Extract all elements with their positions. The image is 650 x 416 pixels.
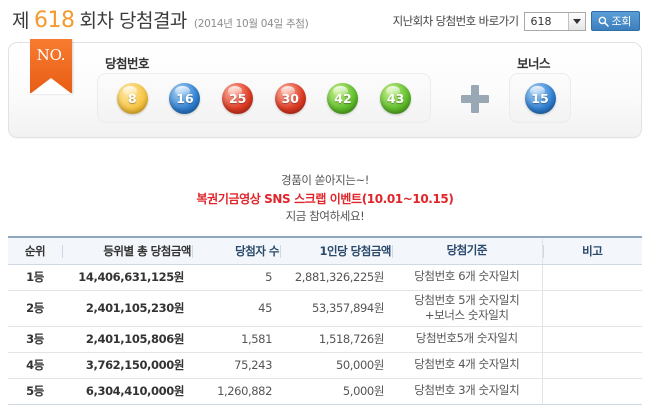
lottery-ball: 42 bbox=[327, 82, 359, 114]
column-header-each: 1인당 당첨금액 bbox=[280, 236, 392, 265]
column-header-note: 비고 bbox=[541, 236, 642, 265]
cell-each: 2,881,326,225원 bbox=[280, 264, 392, 291]
prize-table-body: 1등 14,406,631,125원 5 2,881,326,225원 당첨번호… bbox=[8, 264, 642, 405]
promo-line-3: 지금 참여하세요! bbox=[285, 209, 365, 224]
page-title: 제 618 회차 당첨결과 (2014년 10월 04일 추첨) bbox=[8, 6, 309, 33]
cell-rank: 5등 bbox=[8, 378, 62, 405]
page-header: 제 618 회차 당첨결과 (2014년 10월 04일 추첨) 지난회차 당첨… bbox=[0, 0, 650, 38]
table-row: 4등 3,762,150,000원 75,243 50,000원 당첨번호 4개… bbox=[8, 352, 642, 379]
table-row: 5등 6,304,410,000원 1,260,882 5,000원 당첨번호 … bbox=[8, 378, 642, 405]
winning-number-list: 8 16 25 30 42 43 bbox=[97, 73, 431, 123]
cell-each: 53,357,894원 bbox=[280, 290, 392, 327]
title-prefix: 제 bbox=[12, 10, 29, 32]
promo-line-2[interactable]: 복권기금영상 SNS 스크랩 이벤트(10.01~10.15) bbox=[196, 191, 454, 206]
title-suffix: 회차 당첨결과 bbox=[79, 10, 187, 32]
cell-winners: 1,581 bbox=[192, 326, 280, 353]
lottery-ball: 16 bbox=[169, 82, 201, 114]
cell-note bbox=[541, 378, 642, 405]
table-row: 1등 14,406,631,125원 5 2,881,326,225원 당첨번호… bbox=[8, 264, 642, 291]
bonus-lottery-ball: 15 bbox=[524, 82, 556, 114]
round-number: 618 bbox=[33, 8, 75, 33]
cell-total: 2,401,105,806원 bbox=[62, 326, 192, 353]
cell-note bbox=[541, 264, 642, 291]
column-header-rank: 순위 bbox=[8, 236, 62, 265]
round-select[interactable]: 618 bbox=[523, 11, 586, 31]
round-select-wrapper[interactable]: 618 bbox=[523, 11, 586, 31]
cell-total: 2,401,105,230원 bbox=[62, 290, 192, 327]
round-nav-label: 지난회차 당첨번호 바로가기 bbox=[392, 14, 519, 28]
round-navigation: 지난회차 당첨번호 바로가기 618 조회 bbox=[393, 6, 642, 31]
table-row: 3등 2,401,105,806원 1,581 1,518,726원 당첨번호5… bbox=[8, 326, 642, 353]
cell-note bbox=[541, 326, 642, 353]
no-ribbon-icon: NO. bbox=[30, 39, 72, 94]
cell-criteria: 당첨번호5개 숫자일치 bbox=[392, 326, 542, 353]
lottery-ball: 25 bbox=[222, 82, 254, 114]
prize-table-wrapper: 순위 등위별 총 당첨금액 당첨자 수 1인당 당첨금액 당첨기준 비고 1등 … bbox=[8, 236, 642, 405]
cell-each: 50,000원 bbox=[280, 352, 392, 379]
lottery-ball: 30 bbox=[274, 82, 306, 114]
criteria-line-1: 당첨번호 5개 숫자일치 bbox=[414, 292, 520, 307]
cell-rank: 4등 bbox=[8, 352, 62, 379]
promo-line-1: 경품이 쏟아지는~! bbox=[281, 173, 369, 187]
table-header-row: 순위 등위별 총 당첨금액 당첨자 수 1인당 당첨금액 당첨기준 비고 bbox=[8, 236, 642, 265]
search-button[interactable]: 조회 bbox=[590, 11, 640, 31]
winning-numbers-label: 당첨번호 bbox=[105, 56, 150, 71]
table-row: 2등 2,401,105,230원 45 53,357,894원 당첨번호 5개… bbox=[8, 290, 642, 327]
criteria-line-1: 당첨번호 4개 숫자일치 bbox=[414, 357, 520, 372]
cell-note bbox=[541, 290, 642, 327]
cell-criteria: 당첨번호 3개 숫자일치 bbox=[392, 378, 542, 405]
cell-total: 14,406,631,125원 bbox=[62, 264, 192, 291]
draw-date: (2014년 10월 04일 추첨) bbox=[193, 18, 309, 30]
criteria-line-1: 당첨번호 6개 숫자일치 bbox=[414, 269, 520, 284]
cell-rank: 2등 bbox=[8, 290, 62, 327]
cell-criteria: 당첨번호 6개 숫자일치 bbox=[392, 264, 542, 291]
search-button-label: 조회 bbox=[611, 16, 632, 28]
magnifier-icon bbox=[598, 16, 609, 27]
column-header-criteria: 당첨기준 bbox=[392, 236, 542, 265]
cell-winners: 75,243 bbox=[192, 352, 280, 379]
criteria-line-1: 당첨번호 3개 숫자일치 bbox=[414, 383, 520, 398]
promotion-banner: 경품이 쏟아지는~! 복권기금영상 SNS 스크랩 이벤트(10.01~10.1… bbox=[0, 172, 650, 226]
cell-note bbox=[541, 352, 642, 379]
criteria-line-2: +보너스 숫자일치 bbox=[424, 308, 509, 323]
bonus-number-label: 보너스 bbox=[517, 56, 551, 71]
winning-numbers-panel: NO. 당첨번호 보너스 8 16 25 30 42 43 15 bbox=[8, 39, 642, 138]
cell-winners: 5 bbox=[192, 264, 280, 291]
lottery-ball: 43 bbox=[380, 82, 412, 114]
cell-criteria: 당첨번호 4개 숫자일치 bbox=[392, 352, 542, 379]
cell-criteria: 당첨번호 5개 숫자일치 +보너스 숫자일치 bbox=[392, 290, 542, 327]
cell-each: 1,518,726원 bbox=[280, 326, 392, 353]
cell-each: 5,000원 bbox=[280, 378, 392, 405]
plus-icon bbox=[461, 85, 489, 113]
cell-winners: 1,260,882 bbox=[192, 378, 280, 405]
lottery-ball: 8 bbox=[116, 82, 148, 114]
column-header-winners: 당첨자 수 bbox=[192, 236, 280, 265]
prize-table: 순위 등위별 총 당첨금액 당첨자 수 1인당 당첨금액 당첨기준 비고 1등 … bbox=[8, 236, 642, 405]
criteria-line-1: 당첨번호5개 숫자일치 bbox=[415, 331, 518, 346]
bonus-number-list: 15 bbox=[509, 73, 571, 123]
column-header-total: 등위별 총 당첨금액 bbox=[62, 236, 192, 265]
cell-winners: 45 bbox=[192, 290, 280, 327]
cell-rank: 3등 bbox=[8, 326, 62, 353]
ribbon-label: NO. bbox=[36, 46, 66, 64]
prize-table-head: 순위 등위별 총 당첨금액 당첨자 수 1인당 당첨금액 당첨기준 비고 bbox=[8, 236, 642, 265]
cell-rank: 1등 bbox=[8, 264, 62, 291]
cell-total: 6,304,410,000원 bbox=[62, 378, 192, 405]
cell-total: 3,762,150,000원 bbox=[62, 352, 192, 379]
